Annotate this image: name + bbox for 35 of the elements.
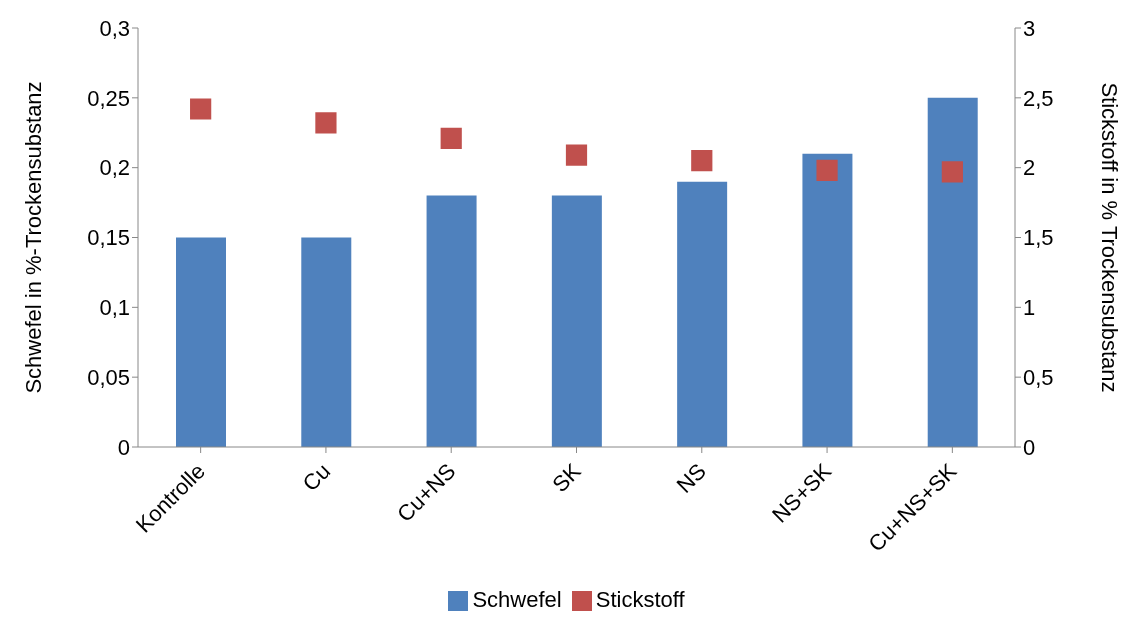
point [565,144,588,166]
y-axis-title: Schwefel in %-Trockensubstanz [20,81,46,394]
point [816,159,838,182]
y2-tick-label: 1,5 [1023,225,1054,251]
legend-label: Schwefel [472,587,562,612]
point [315,112,337,134]
y2-tick-label: 1 [1023,295,1036,321]
y-tick-label: 0,05 [87,364,130,390]
y2-tick-label: 2,5 [1023,85,1054,111]
x-tick-label: NS [671,458,711,498]
y-tick-label: 0 [117,434,130,460]
point [440,127,462,149]
bar [551,195,602,447]
bar [677,181,728,447]
legend-label: Stickstoff [595,587,685,612]
point [941,161,963,183]
bar [301,237,352,447]
y-tick-label: 0,1 [99,295,130,321]
x-tick-label: SK [547,458,586,497]
y-tick-label: 0,2 [99,155,130,181]
x-tick-label: Cu [297,458,336,497]
y-tick-label: 0,25 [87,85,130,111]
bar [802,153,853,447]
bar [927,97,978,447]
y2-axis-title: Stickstoff in % Trockensubstanz [1097,82,1123,393]
bar [426,195,477,447]
y2-tick-label: 3 [1023,15,1036,41]
bar [176,237,226,447]
y2-tick-label: 0 [1023,434,1036,460]
y-tick-label: 0,3 [99,15,130,41]
y-tick-label: 0,15 [87,225,130,251]
point [190,98,212,120]
point [691,150,713,172]
y2-tick-label: 0,5 [1023,364,1054,390]
y2-tick-label: 2 [1023,155,1036,181]
